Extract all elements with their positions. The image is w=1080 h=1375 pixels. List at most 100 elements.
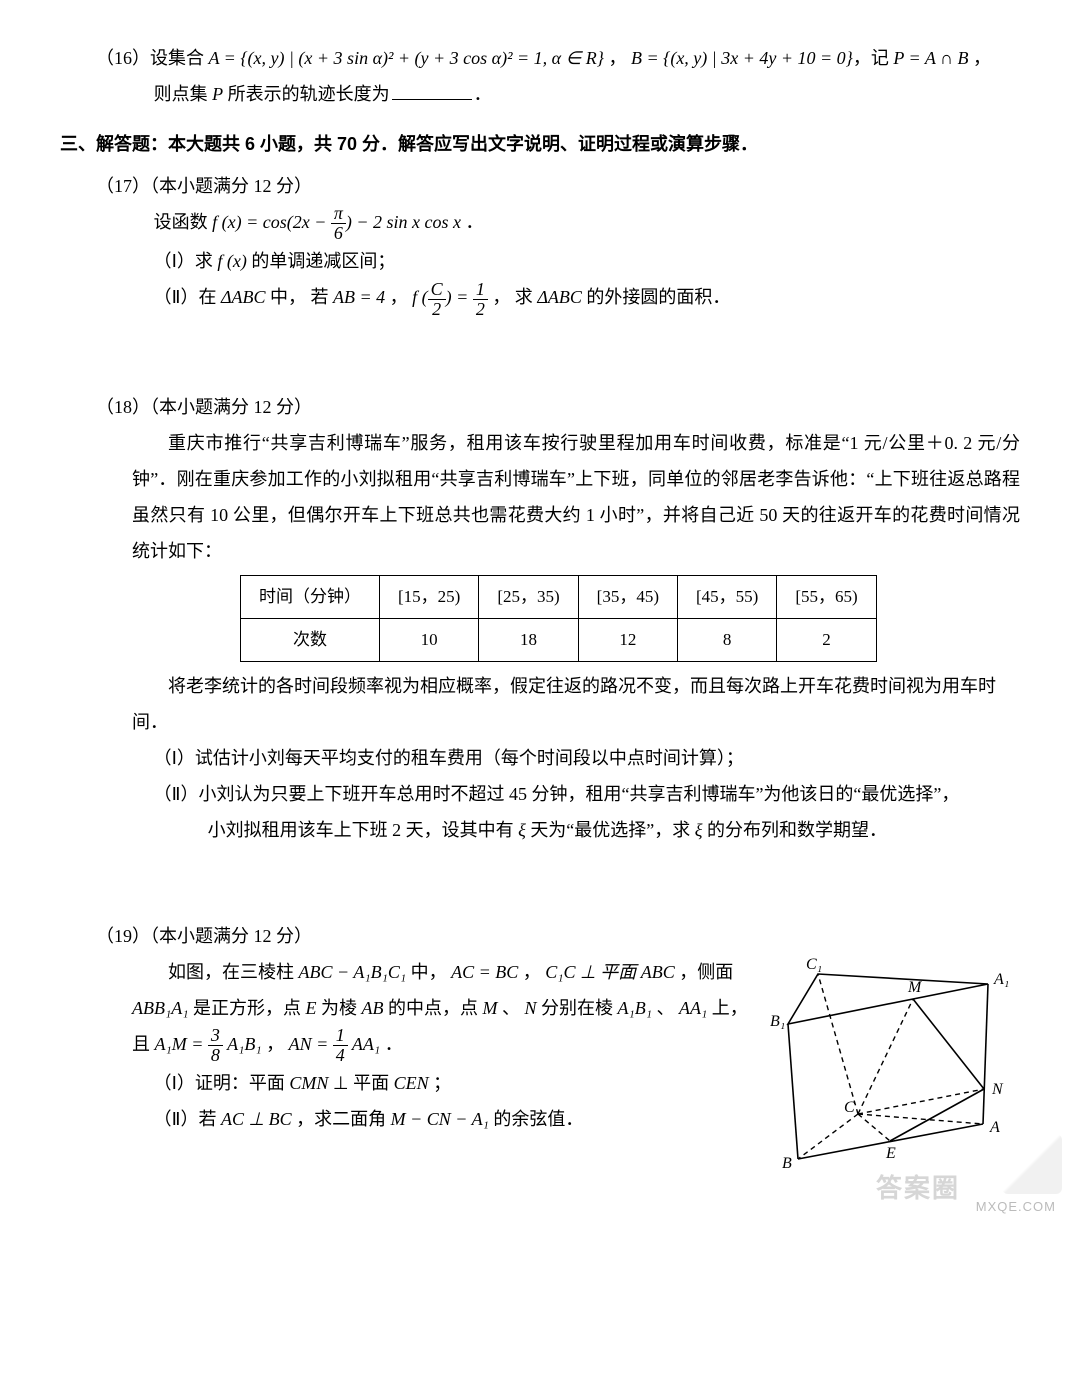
q19l3b: ， [262,1034,289,1054]
q18xi1: ξ [518,820,526,840]
q19l3c: ． [380,1034,403,1054]
q19l1b: 中， [406,962,451,982]
q19p1m: CMN [289,1073,328,1093]
prism-figure: C₁ A₁ B₁ M N C A B E [760,954,1020,1174]
q17-fx1: f (x) = cos(2x − [212,212,331,232]
q16-line2: 则点集 P 所表示的轨迹长度为． [154,76,1020,112]
q19m4: ABB₁A₁ [132,998,189,1018]
q18-para2: 将老李统计的各时间段频率视为相应概率，假定往返的路况不变，而且每次路上开车花费时… [132,668,1020,740]
q19p1m2: CEN [394,1073,429,1093]
q19-l3: 且 A₁M = 38 A₁B₁ ， AN = 14 AA₁ ． [132,1026,760,1065]
lbl-A: A [989,1119,1000,1136]
q19m5: E [306,998,317,1018]
q19l1c: ， [518,962,545,982]
table-row: 次数 10 18 12 8 2 [241,618,877,661]
q17-l1a: 设函数 [154,212,213,232]
q19p2m2: M − CN − A₁ [391,1109,489,1129]
q19m6: AB [362,998,384,1018]
td2: 18 [479,618,578,661]
c2n: C [428,280,446,300]
q19-p2: （Ⅱ）若 AC ⊥ BC ，求二面角 M − CN − A₁ 的余弦值． [154,1101,760,1137]
th4: [45，55) [677,575,776,618]
q17p2m2: AB = 4 [333,287,385,307]
th2: [25，35) [479,575,578,618]
q17p2d: ， 求 [488,287,538,307]
lbl-A1: A₁ [993,971,1009,988]
q17p2m3a: f ( [412,287,428,307]
td0: 次数 [241,618,380,661]
td5: 2 [777,618,876,661]
q17-fx: 设函数 f (x) = cos(2x − π6) − 2 sin x cos x… [154,204,1020,243]
q16-math2: B = {(x, y) | 3x + 4y + 10 = 0} [631,48,853,68]
th3: [35，45) [578,575,677,618]
q16-label: （16） [96,48,150,68]
q16-t1c: ，记 [853,48,894,68]
lbl-B1: B₁ [770,1013,785,1030]
q19m10: AA₁ [679,998,707,1018]
q18-headtxt: （本小题满分 12 分） [150,397,312,417]
q19m12a: AN = [289,1034,333,1054]
lbl-N: N [991,1081,1004,1098]
q17p2m1: ΔABC [221,287,266,307]
q17p2m3b: ) = [446,287,473,307]
td4: 8 [677,618,776,661]
q18xi2: ξ [695,820,703,840]
q19-l2: ABB₁A₁ 是正方形，点 E 为棱 AB 的中点，点 M 、 N 分别在棱 A… [132,990,760,1026]
q19p2c: 的余弦值． [489,1109,584,1129]
q18-label: （18） [96,397,150,417]
f12d: 2 [473,300,488,319]
q19p2m1: AC ⊥ BC [221,1109,292,1129]
watermark-cn: 答案圈 [876,1162,960,1214]
lbl-B: B [782,1155,792,1172]
q16-math3: P = A ∩ B [893,48,968,68]
q19l1a: 如图，在三棱柱 [168,962,299,982]
q16: （16）设集合 A = {(x, y) | (x + 3 sin α)² + (… [96,40,1020,76]
watermark-url: MXQE.COM [976,1194,1056,1220]
lbl-E: E [885,1145,896,1162]
q19m7: M [483,998,498,1018]
f14d: 4 [333,1046,348,1065]
q17p2a: （Ⅱ）在 [154,287,221,307]
q19-head: （19）（本小题满分 12 分） [96,918,1020,954]
q17p1a: （Ⅰ）求 [154,251,218,271]
q19p2a: （Ⅱ）若 [154,1109,221,1129]
q19m8: N [525,998,537,1018]
q17p2c: ， [385,287,412,307]
q19-p1: （Ⅰ）证明：平面 CMN ⊥ 平面 CEN ； [154,1065,760,1101]
q16-t1b: ， [604,48,631,68]
q18-para1: 重庆市推行“共享吉利博瑞车”服务，租用该车按行驶里程加用车时间收费，标准是“1 … [132,425,1020,569]
q18p2ba: 小刘拟租用该车上下班 2 天，设其中有 [208,820,519,840]
q19m11a: A₁M = [155,1034,208,1054]
q19m11b: A₁B₁ [223,1034,262,1054]
q19m12b: AA₁ [348,1034,380,1054]
q17-headtxt: （本小题满分 12 分） [150,176,312,196]
q16-t2b: 所表示的轨迹长度为 [223,84,390,104]
q19p2b: ，求二面角 [292,1109,391,1129]
q16-math1: A = {(x, y) | (x + 3 sin α)² + (y + 3 co… [209,48,604,68]
q18-table: 时间（分钟） [15，25) [25，35) [35，45) [45，55) [… [240,575,877,662]
q17p1b: 的单调递减区间； [247,251,396,271]
q19l2g: 、 [652,998,679,1018]
q19-headtxt: （本小题满分 12 分） [150,926,312,946]
q19p1a: （Ⅰ）证明：平面 [154,1073,290,1093]
q19l2f: 分别在棱 [537,998,618,1018]
section3-head: 三、解答题：本大题共 6 小题，共 70 分．解答应写出文字说明、证明过程或演算… [60,126,1020,162]
blank-answer [392,82,472,100]
q17-p1: （Ⅰ）求 f (x) 的单调递减区间； [154,243,1020,279]
q19m9: A₁B₁ [618,998,653,1018]
td1: 10 [380,618,479,661]
q16-t2c: ． [474,84,492,104]
prism-svg: C₁ A₁ B₁ M N C A B E [768,954,1018,1174]
q17-label: （17） [96,176,150,196]
q19l1d: ，侧面 [675,962,734,982]
q17p2e: 的外接圆的面积． [582,287,731,307]
corner-fold-icon [1002,1134,1062,1194]
q19p1b: ⊥ 平面 [328,1073,393,1093]
q17-head: （17）（本小题满分 12 分） [96,168,1020,204]
q18p2bb: 天为“最优选择”，求 [526,820,695,840]
lbl-C1: C₁ [806,956,822,973]
th5: [55，65) [777,575,876,618]
c2d: 2 [428,300,446,319]
th0: 时间（分钟） [241,575,380,618]
q16-t1d: ， [969,48,992,68]
